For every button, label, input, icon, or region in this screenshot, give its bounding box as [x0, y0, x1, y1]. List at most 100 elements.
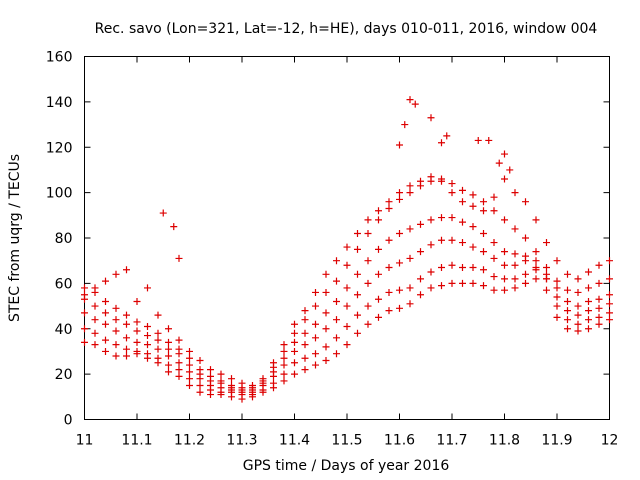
data-point — [175, 359, 183, 367]
data-point — [196, 357, 204, 365]
data-point — [280, 361, 288, 369]
data-point — [259, 375, 267, 383]
data-point — [564, 325, 571, 333]
data-point — [585, 325, 592, 333]
data-point — [312, 361, 319, 369]
data-point — [170, 223, 178, 231]
data-point — [574, 311, 582, 319]
data-point — [343, 341, 351, 349]
data-point — [354, 329, 361, 337]
y-tick-label: 140 — [46, 95, 73, 111]
data-point — [385, 288, 393, 296]
data-point — [553, 257, 561, 265]
data-point — [417, 177, 424, 185]
data-point — [385, 205, 393, 213]
data-point — [511, 261, 519, 269]
data-point — [312, 302, 319, 310]
data-point — [564, 270, 571, 278]
data-points — [81, 96, 613, 403]
data-point — [123, 334, 130, 342]
data-point — [522, 279, 529, 287]
data-point — [490, 273, 498, 281]
data-point — [448, 236, 456, 244]
data-point — [364, 257, 372, 265]
data-point — [291, 329, 298, 337]
data-point — [585, 298, 592, 306]
data-point — [501, 286, 508, 294]
data-point — [123, 345, 130, 353]
data-point — [186, 361, 193, 369]
data-point — [312, 288, 319, 296]
data-point — [396, 189, 403, 197]
data-point — [532, 257, 540, 265]
data-point — [186, 381, 193, 389]
data-point — [81, 309, 88, 317]
data-point — [133, 347, 141, 355]
data-point — [490, 193, 498, 201]
data-point — [102, 298, 109, 306]
data-point — [291, 320, 298, 328]
data-point — [112, 304, 120, 312]
data-point — [511, 225, 519, 233]
data-point — [312, 350, 319, 358]
data-point — [595, 313, 603, 321]
series-track-a — [81, 275, 613, 403]
data-point — [207, 372, 214, 380]
y-tick-label: 120 — [46, 140, 73, 156]
data-point — [280, 377, 288, 385]
data-point — [144, 332, 151, 340]
data-point — [112, 270, 120, 278]
data-point — [469, 279, 477, 287]
data-point — [448, 279, 456, 287]
data-point — [553, 313, 561, 321]
data-point — [301, 366, 309, 374]
y-tick-label: 40 — [55, 322, 73, 338]
data-point — [459, 186, 466, 194]
data-point — [495, 159, 503, 167]
data-point — [574, 327, 582, 335]
data-point — [459, 239, 466, 247]
data-point — [91, 329, 99, 337]
data-point — [553, 302, 561, 310]
data-point — [343, 302, 351, 310]
data-point — [606, 257, 613, 265]
data-point — [606, 275, 613, 283]
data-point — [595, 320, 603, 328]
data-point — [448, 189, 456, 197]
data-point — [406, 96, 414, 104]
data-point — [364, 229, 372, 237]
data-point — [333, 298, 340, 306]
data-point — [511, 250, 519, 258]
data-point — [333, 316, 340, 324]
data-point — [406, 300, 414, 308]
data-point — [511, 284, 519, 292]
data-point — [543, 286, 550, 294]
data-point — [238, 379, 246, 387]
data-point — [501, 175, 508, 183]
data-point — [448, 261, 456, 269]
data-point — [606, 291, 613, 299]
data-point — [186, 347, 193, 355]
data-point — [522, 234, 529, 242]
data-point — [543, 270, 550, 278]
data-point — [81, 325, 88, 333]
data-point — [417, 220, 424, 228]
data-point — [585, 316, 592, 324]
data-point — [364, 320, 372, 328]
chart-title: Rec. savo (Lon=321, Lat=-12, h=HE), days… — [95, 21, 598, 37]
data-point — [401, 121, 409, 129]
data-point — [501, 275, 508, 283]
x-tick-label: 11.4 — [279, 433, 310, 449]
x-tick-label: 11.8 — [489, 433, 520, 449]
data-point — [427, 268, 435, 276]
data-point — [427, 216, 435, 224]
data-point — [553, 277, 561, 285]
data-point — [469, 263, 477, 271]
data-point — [459, 198, 466, 206]
x-tick-label: 11.7 — [436, 433, 467, 449]
data-point — [490, 254, 498, 262]
data-point — [485, 136, 493, 144]
data-point — [144, 350, 151, 358]
data-point — [364, 279, 372, 287]
